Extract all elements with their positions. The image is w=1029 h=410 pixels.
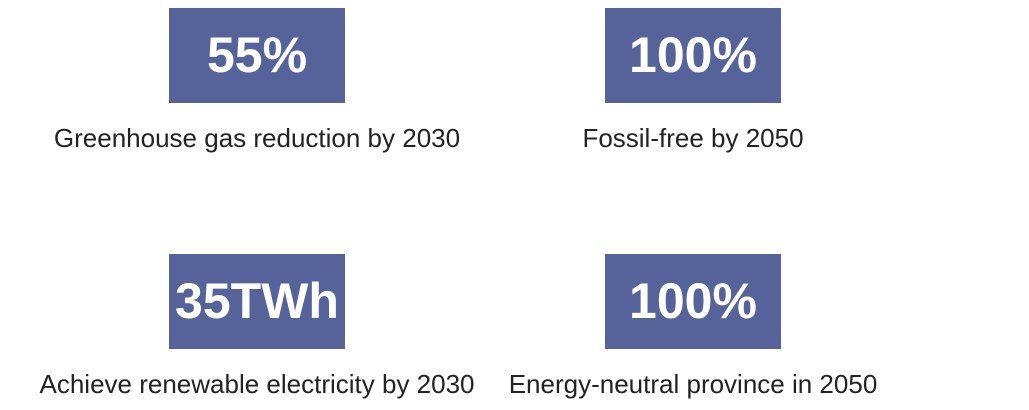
stat-value: 35TWh — [169, 254, 345, 349]
stat: 35TWh Achieve renewable electricity by 2… — [0, 254, 514, 400]
stat-value: 55% — [169, 8, 345, 103]
stat-label: Energy-neutral province in 2050 — [508, 369, 878, 399]
stat: 100% Energy-neutral province in 2050 — [436, 254, 950, 400]
stat-label: Greenhouse gas reduction by 2030 — [53, 123, 461, 153]
stat-value: 100% — [605, 8, 781, 103]
stat-label: Achieve renewable electricity by 2030 — [39, 369, 475, 399]
stat-value: 100% — [605, 254, 781, 349]
stat: 55% Greenhouse gas reduction by 2030 — [0, 8, 514, 154]
stat: 100% Fossil-free by 2050 — [436, 8, 950, 154]
stat-label: Fossil-free by 2050 — [582, 123, 804, 153]
